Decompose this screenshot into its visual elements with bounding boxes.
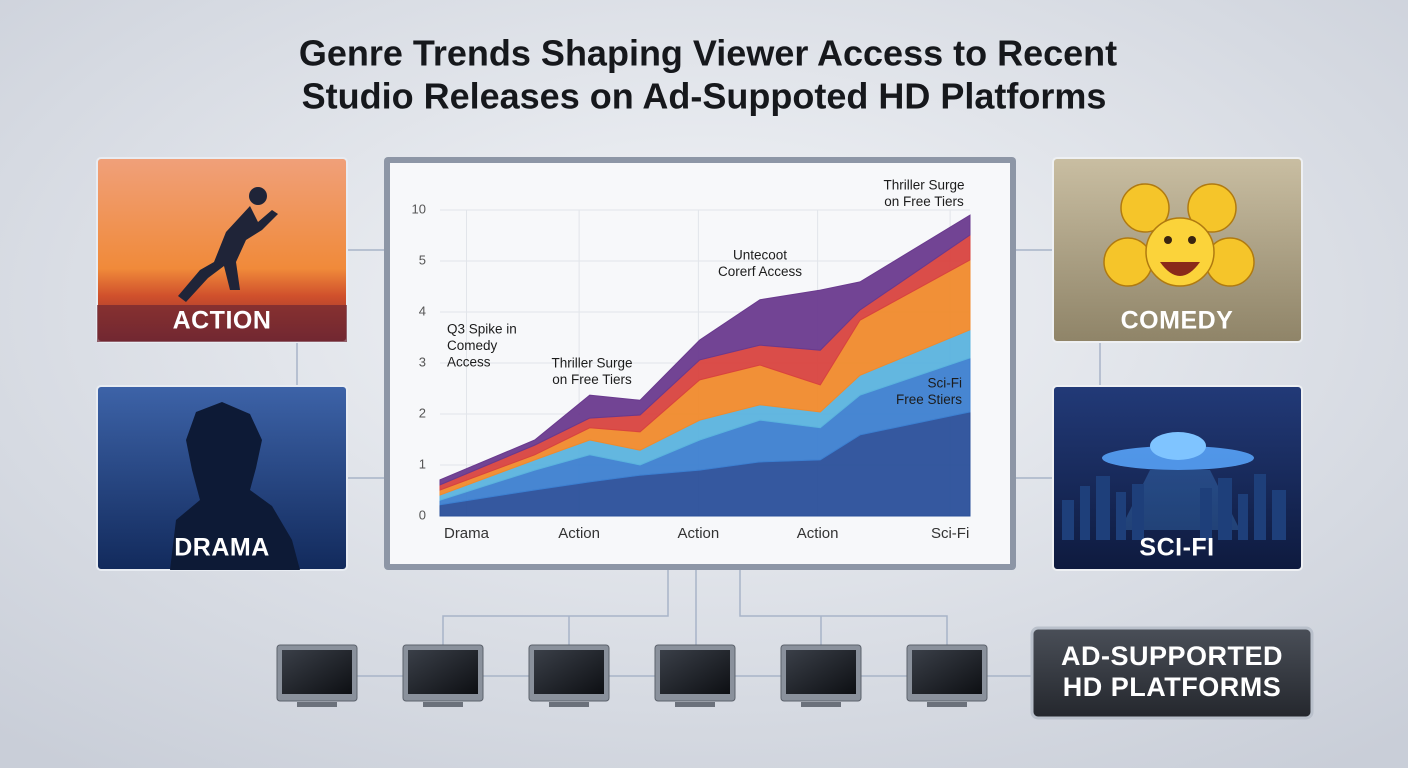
title-line: Studio Releases on Ad-Suppoted HD Platfo… <box>302 76 1107 117</box>
annotation: on Free Tiers <box>552 372 632 387</box>
x-tick-label: Sci-Fi <box>931 525 969 542</box>
platform-box: AD-SUPPORTED HD PLATFORMS <box>1030 626 1314 720</box>
action-panel: ACTION <box>96 157 348 343</box>
panel-label: COMEDY <box>1121 307 1234 335</box>
comedy-panel: COMEDY <box>1052 157 1303 343</box>
monitor-stand <box>675 702 715 707</box>
panel-label: DRAMA <box>174 534 270 562</box>
annotation: on Free Tiers <box>884 194 964 209</box>
monitor-stand <box>801 702 841 707</box>
annotation: Access <box>447 355 491 370</box>
y-tick-label: 5 <box>419 252 426 267</box>
annotation: Corerf Access <box>718 264 802 279</box>
monitor-screen <box>534 650 604 694</box>
monitor-screen <box>912 650 982 694</box>
drama-panel: DRAMA <box>96 385 348 571</box>
chart: 0 1 2 3 4 5 10 Drama Action Action Action Sci-Fi Q3 … <box>412 178 971 542</box>
monitor-stand <box>927 702 967 707</box>
monitor-screen <box>660 650 730 694</box>
annotation: Q3 Spike in <box>447 322 517 337</box>
y-tick-label: 4 <box>419 303 426 318</box>
monitor-screen <box>408 650 478 694</box>
panel-label: SCI-FI <box>1139 534 1214 562</box>
annotation: Untecoot <box>733 248 787 263</box>
scifi-panel: SCI-FI <box>1052 385 1303 571</box>
y-tick-label: 2 <box>419 405 426 420</box>
monitor-screen <box>786 650 856 694</box>
monitors <box>276 644 988 707</box>
y-tick-label: 10 <box>412 201 426 216</box>
y-tick-label: 3 <box>419 354 426 369</box>
title-line: Genre Trends Shaping Viewer Access to Re… <box>299 33 1117 74</box>
monitor-stand <box>423 702 463 707</box>
annotation: Thriller Surge <box>883 178 964 193</box>
area <box>439 214 971 486</box>
monitor-stand <box>549 702 589 707</box>
platform-label: HD PLATFORMS <box>1063 672 1281 702</box>
platform-label: AD-SUPPORTED <box>1061 641 1283 671</box>
monitor-stand <box>297 702 337 707</box>
annotation: Comedy <box>447 338 498 353</box>
monitor-screen <box>282 650 352 694</box>
panel-label: ACTION <box>173 307 272 335</box>
x-tick-label: Action <box>558 525 600 542</box>
x-tick-label: Action <box>678 525 720 542</box>
x-tick-label: Drama <box>444 525 490 542</box>
annotation: Free Stiers <box>896 392 962 407</box>
annotation: Sci-Fi <box>928 376 963 391</box>
x-tick-label: Action <box>797 525 839 542</box>
y-tick-label: 0 <box>419 507 426 522</box>
y-tick-label: 1 <box>419 456 426 471</box>
annotation: Thriller Surge <box>551 356 632 371</box>
